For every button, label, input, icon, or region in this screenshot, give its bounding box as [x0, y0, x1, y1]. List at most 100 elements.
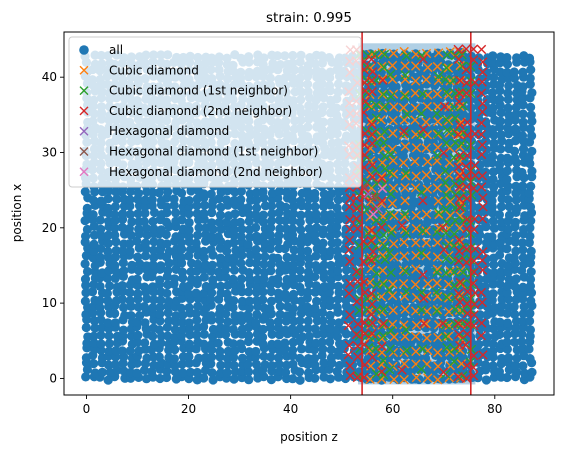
point-all [310, 373, 320, 383]
point-all [155, 275, 165, 285]
point-all [117, 346, 127, 356]
y-tick-label: 30 [42, 145, 57, 159]
point-all [281, 202, 291, 212]
point-all [95, 215, 105, 225]
point-all [244, 331, 254, 341]
point-all [489, 223, 499, 233]
point-all [140, 282, 150, 292]
point-all [148, 267, 158, 277]
legend: all Cubic diamond Cubic diamond (1st neigh… [68, 36, 362, 188]
point-all [274, 208, 284, 218]
point-all [527, 367, 537, 377]
point-series-cubic-2nd-left [343, 320, 354, 331]
point-all [201, 281, 211, 292]
point-series-cubic-2nd-right [461, 44, 471, 54]
point-all [288, 273, 298, 283]
point-all [295, 324, 305, 334]
point-all [288, 359, 298, 369]
point-all [103, 238, 113, 249]
point-all [213, 232, 223, 242]
point-all [169, 194, 179, 204]
point-series-cubic [388, 128, 398, 138]
point-series-cubic-2nd-left [367, 87, 377, 97]
point-series-cubic [389, 374, 399, 385]
point-all [295, 265, 305, 275]
point-series-cubic-2nd-right [476, 118, 487, 128]
point-all [318, 225, 328, 235]
point-series-cubic-1st [379, 89, 389, 99]
point-all [332, 222, 342, 232]
point-series-cubic [389, 102, 399, 112]
point-all [243, 239, 253, 249]
point-all [266, 223, 276, 233]
point-series-cubic [455, 60, 465, 71]
point-all [487, 151, 498, 161]
point-all [503, 261, 513, 271]
point-all [164, 296, 174, 307]
point-all [303, 287, 313, 297]
point-series-cubic-1st-mid [386, 228, 396, 238]
point-series-cubic [400, 61, 410, 71]
point-all [340, 338, 351, 348]
point-all [525, 124, 536, 134]
point-series-cubic [411, 223, 421, 234]
point-all [281, 224, 291, 234]
point-all [295, 282, 305, 292]
point-all [310, 360, 320, 370]
point-series-cubic-2nd-right [478, 265, 488, 275]
point-series-cubic [400, 141, 410, 152]
point-series-cubic [377, 103, 388, 113]
point-all [96, 244, 106, 254]
point-all [104, 360, 114, 370]
point-series-cubic [388, 279, 398, 289]
point-all [245, 250, 255, 260]
point-series-cubic [389, 239, 399, 249]
point-all [481, 152, 491, 163]
point-series-cubic [421, 75, 431, 85]
point-all [236, 311, 246, 321]
point-all [176, 303, 186, 313]
point-all [304, 209, 314, 220]
point-series-cubic-1st-right [458, 279, 468, 289]
point-all [303, 201, 313, 212]
point-all [504, 353, 514, 363]
point-all [251, 245, 261, 255]
point-all [119, 266, 129, 276]
point-series-cubic [456, 359, 467, 369]
point-all [304, 223, 314, 234]
point-series-cubic [398, 103, 409, 113]
point-all [510, 281, 520, 291]
point-series-cubic-2nd-right [477, 297, 487, 308]
point-series-cubic-1st-right [442, 50, 452, 60]
point-series-cubic-2nd-right [478, 57, 488, 67]
point-all [80, 259, 90, 269]
point-all [258, 210, 268, 220]
point-series-cubic [411, 372, 422, 383]
point-series-cubic-2nd-left [367, 75, 377, 86]
point-all [295, 273, 305, 283]
point-series-cubic-2nd-right [461, 65, 471, 75]
point-all [192, 209, 202, 219]
point-all [96, 315, 106, 325]
point-all [317, 307, 328, 318]
point-series-cubic [421, 209, 432, 219]
point-series-cubic-1st-right [441, 228, 451, 238]
point-all [511, 195, 521, 205]
point-series-cubic-2nd-right [461, 182, 472, 192]
point-all [332, 238, 342, 248]
point-all [237, 224, 247, 234]
point-all [519, 302, 529, 312]
point-all [97, 367, 107, 377]
point-all [504, 110, 514, 120]
point-all [206, 311, 216, 321]
point-all [319, 260, 329, 270]
point-all [252, 231, 262, 241]
point-series-cubic [423, 279, 433, 289]
point-all [288, 260, 298, 271]
point-series-cubic [399, 251, 409, 261]
legend-box [68, 36, 362, 188]
point-series-cubic-1st-right [457, 202, 467, 212]
point-series-cubic-1st-mid [400, 91, 410, 102]
point-series-cubic-2nd-mid [439, 245, 449, 255]
